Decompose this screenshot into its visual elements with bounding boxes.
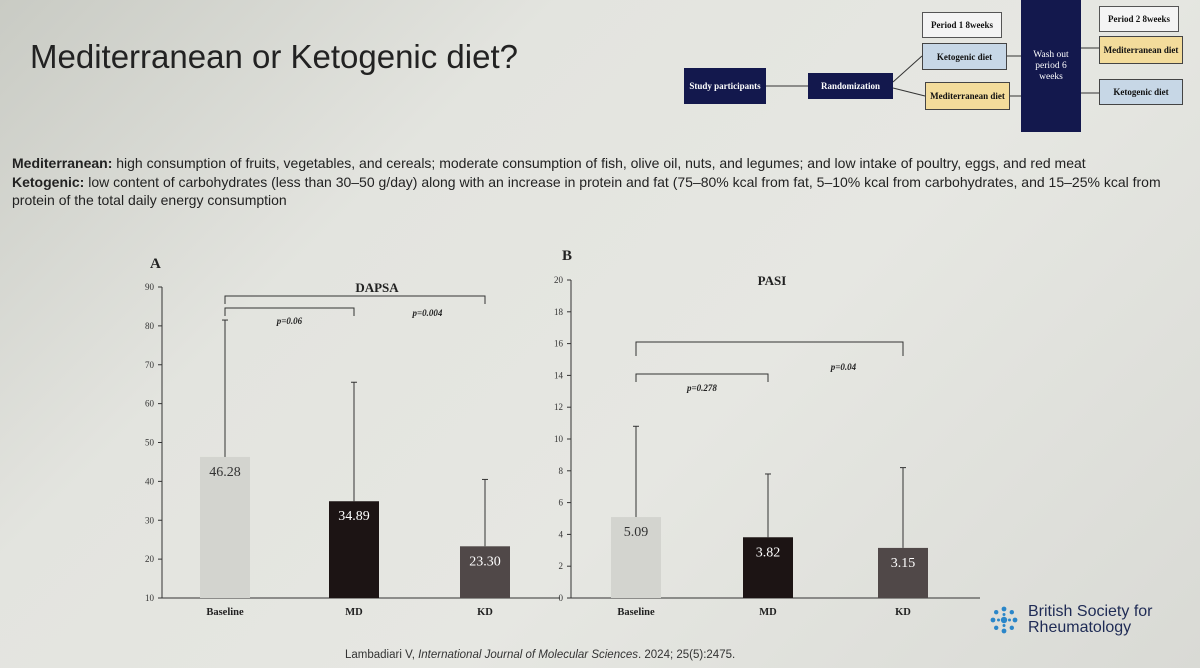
reference: Lambadiari V, International Journal of M… xyxy=(345,649,735,661)
chart-a-data-label: 34.89 xyxy=(338,509,370,524)
study-participants-box: Study participants xyxy=(684,68,766,104)
chart-a-data-label: 23.30 xyxy=(469,554,501,569)
chart-a-bar-md xyxy=(329,501,379,598)
chart-b-p-value-label: p=0.04 xyxy=(830,362,857,372)
reference-journal: International Journal of Molecular Scien… xyxy=(418,649,638,661)
chart-b-y-tick-label: 4 xyxy=(559,529,564,539)
reference-authors: Lambadiari V, xyxy=(345,649,419,661)
chart-b-significance-bracket xyxy=(635,341,904,356)
keto-diet-period2-box: Ketogenic diet xyxy=(1099,79,1183,105)
chart-a-y-tick-label: 80 xyxy=(145,321,155,331)
chart-b-bar-md xyxy=(743,537,793,598)
chart-b-y-tick-label: 16 xyxy=(554,339,564,349)
chart-b-x-tick-label: Baseline xyxy=(617,607,655,618)
chart-b-x-tick-label: MD xyxy=(759,607,777,618)
randomization-box: Randomization xyxy=(808,73,893,99)
period1-box: Period 1 8weeks xyxy=(922,12,1002,38)
chart-b-bar-kd xyxy=(878,547,928,598)
chart-b-significance-bracket xyxy=(635,373,769,382)
chart-a-x-tick-label: KD xyxy=(477,607,493,618)
chart-b-y-tick-label: 20 xyxy=(554,275,564,285)
chart-a-bar-baseline xyxy=(200,456,250,598)
chart-a-p-value-label: p=0.06 xyxy=(276,316,303,326)
diet-description: Mediterranean: high consumption of fruit… xyxy=(12,154,1192,210)
chart-b-y-tick-label: 8 xyxy=(559,466,564,476)
mediterranean-diet-period1-box: Mediterranean diet xyxy=(925,82,1010,110)
chart-a-y-tick-label: 50 xyxy=(145,438,155,448)
chart-a-y-tick-label: 90 xyxy=(145,282,155,292)
chart-a-y-tick-label: 30 xyxy=(145,515,155,525)
mediterranean-label: Mediterranean: xyxy=(12,155,113,171)
chart-b-data-label: 3.82 xyxy=(756,545,781,560)
ketogenic-label: Ketogenic: xyxy=(12,173,85,190)
chart-b-data-label: 3.15 xyxy=(891,556,916,571)
chart-a-significance-bracket xyxy=(224,295,486,304)
slide-title: Mediterranean or Ketogenic diet? xyxy=(30,38,518,75)
chart-b-bar-baseline xyxy=(611,517,661,598)
chart-a-y-tick-label: 70 xyxy=(145,360,155,370)
chart-a-bar-kd xyxy=(460,546,510,598)
chart-b-y-tick-label: 2 xyxy=(559,561,564,571)
ketogenic-text: low content of carbohydrates (less than … xyxy=(12,173,1161,209)
chart-a-p-value-label: p=0.004 xyxy=(412,308,443,318)
mediterranean-text: high consumption of fruits, vegetables, … xyxy=(112,155,1086,171)
bsr-logo-line2: Rheumatology xyxy=(1028,619,1132,636)
chart-b-p-value-label: p=0.278 xyxy=(686,383,717,393)
chart-b-y-tick-label: 12 xyxy=(554,402,563,412)
period2-box: Period 2 8weeks xyxy=(1099,6,1179,32)
chart-a-title: DAPSA xyxy=(355,280,399,295)
chart-b-y-tick-label: 0 xyxy=(559,593,564,603)
chart-a-x-tick-label: MD xyxy=(345,607,363,618)
chart-a-y-tick-label: 40 xyxy=(145,476,155,486)
chart-a-y-tick-label: 10 xyxy=(145,593,155,603)
chart-b-title: PASI xyxy=(758,273,787,288)
keto-diet-period1-box: Ketogenic diet xyxy=(922,43,1007,70)
chart-b-y-tick-label: 10 xyxy=(554,434,564,444)
chart-a-y-tick-label: 20 xyxy=(145,554,155,564)
chart-a-significance-bracket xyxy=(224,307,355,316)
chart-b-y-tick-label: 18 xyxy=(554,307,564,317)
chart-b-y-tick-label: 6 xyxy=(559,498,564,508)
bsr-logo-icon xyxy=(990,606,1018,634)
chart-b-panel-letter: B xyxy=(562,248,572,264)
mediterranean-diet-period2-box: Mediterranean diet xyxy=(1099,36,1183,64)
washout-box: Wash out period 6 weeks xyxy=(1021,0,1081,132)
chart-b-x-tick-label: KD xyxy=(895,607,911,618)
chart-b-y-tick-label: 14 xyxy=(554,370,564,380)
chart-a-y-tick-label: 60 xyxy=(145,399,155,409)
reference-details: . 2024; 25(5):2475. xyxy=(638,649,736,661)
bsr-logo: British Society for Rheumatology xyxy=(988,604,1152,636)
chart-a-data-label: 46.28 xyxy=(209,465,241,480)
chart-a-x-tick-label: Baseline xyxy=(206,607,244,618)
chart-b-data-label: 5.09 xyxy=(624,525,649,540)
bsr-logo-line1: British Society for xyxy=(1028,603,1153,620)
chart-a-panel-letter: A xyxy=(150,256,161,272)
